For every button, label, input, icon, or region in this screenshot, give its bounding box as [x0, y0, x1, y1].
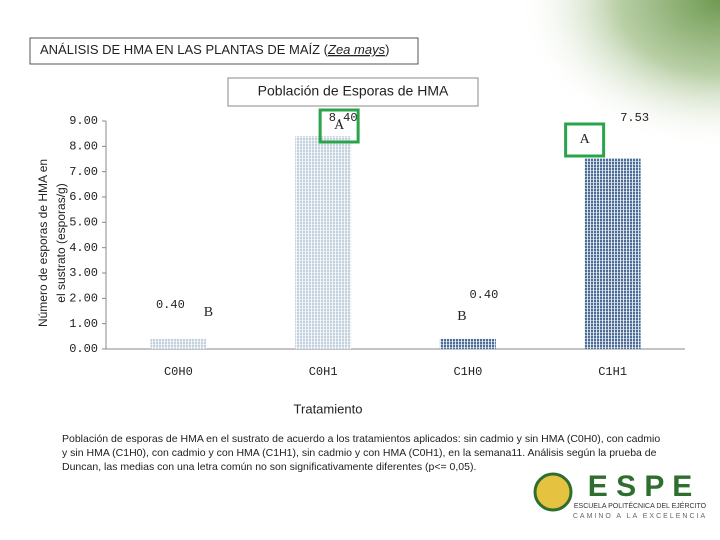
value-label: 0.40	[469, 288, 498, 302]
value-label: 0.40	[156, 298, 185, 312]
y-tick-label: 8.00	[69, 140, 98, 154]
x-tick-label: C1H1	[598, 365, 627, 379]
significance-letter: B	[457, 309, 466, 324]
background-gradient	[380, 0, 720, 250]
chart-title-box	[227, 77, 479, 107]
x-tick-label: C0H0	[164, 365, 193, 379]
y-tick-label: 1.00	[69, 317, 98, 331]
letter-box	[318, 108, 360, 144]
bar	[584, 158, 641, 349]
value-label: 7.53	[620, 111, 649, 125]
y-tick-label: 9.00	[69, 114, 98, 128]
y-axis-label: Número de esporas de HMA en	[36, 159, 50, 327]
value-label: 8.40	[329, 111, 358, 125]
y-tick-label: 0.00	[69, 342, 98, 356]
chart-title: Población de Esporas de HMA	[258, 83, 449, 99]
logo-name: E S P E	[588, 470, 693, 503]
x-tick-label: C1H0	[453, 365, 482, 379]
significance-letter: A	[334, 118, 345, 133]
logo-emblem	[533, 472, 573, 512]
significance-letter: B	[204, 305, 213, 320]
y-tick-label: 4.00	[69, 241, 98, 255]
y-tick-label: 2.00	[69, 292, 98, 306]
logo-school: ESCUELA POLITÉCNICA DEL EJÉRCITO	[574, 501, 707, 510]
letter-box	[564, 122, 606, 158]
y-tick-label: 7.00	[69, 165, 98, 179]
x-tick-label: C0H1	[309, 365, 338, 379]
slide-title: ANÁLISIS DE HMA EN LAS PLANTAS DE MAÍZ (…	[40, 42, 389, 57]
logo-motto: CAMINO A LA EXCELENCIA	[573, 513, 707, 520]
y-tick-label: 3.00	[69, 266, 98, 280]
significance-letter: A	[580, 132, 591, 147]
title-box	[29, 37, 419, 65]
caption: Población de esporas de HMA en el sustra…	[62, 433, 661, 473]
x-axis-label: Tratamiento	[294, 401, 363, 416]
bar	[295, 136, 352, 349]
bar	[439, 338, 496, 349]
y-axis-label: el sustrato (esporas/g)	[54, 183, 68, 302]
bar	[150, 338, 207, 349]
y-tick-label: 6.00	[69, 190, 98, 204]
y-tick-label: 5.00	[69, 216, 98, 230]
